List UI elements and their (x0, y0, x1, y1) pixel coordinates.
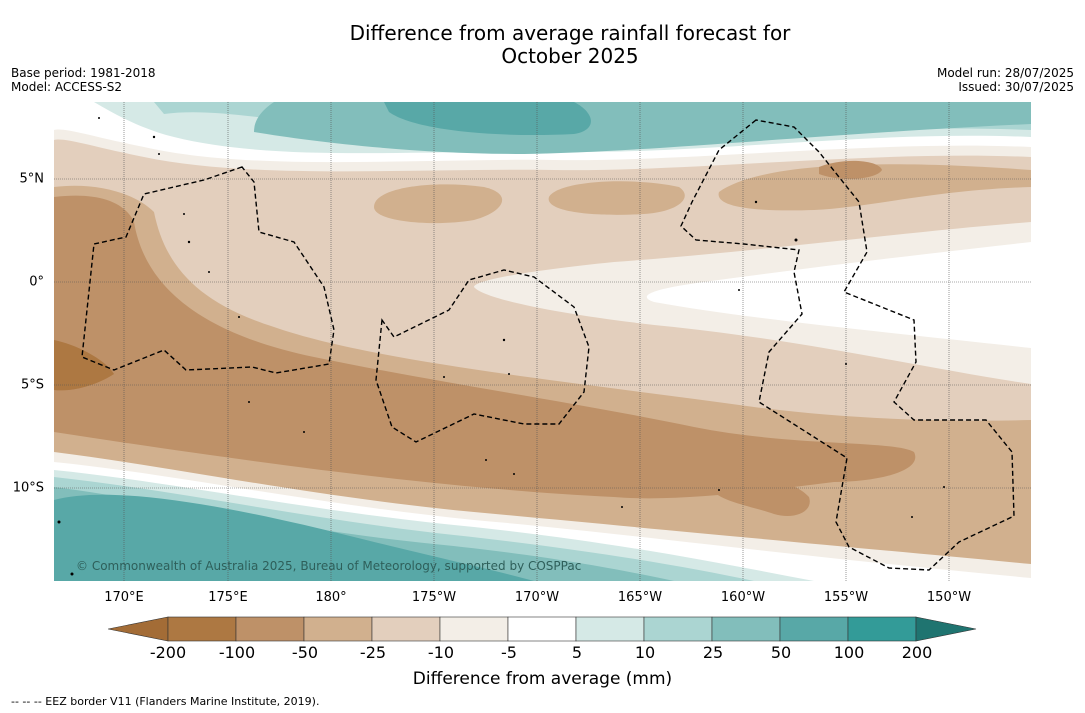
colorbar-segment (779, 616, 849, 642)
lon-label-180: 180° (315, 590, 347, 605)
base-period: Base period: 1981-2018 (11, 66, 156, 80)
north-band-100 (384, 102, 591, 136)
colorbar-segment (303, 616, 373, 642)
colorbar-segment (847, 616, 917, 642)
eez-borders (81, 119, 1015, 571)
colorbar-segment (439, 616, 509, 642)
lon-label-170e: 170°E (104, 590, 144, 605)
colorbar-arrow-low (108, 616, 169, 642)
colorbar-segment (575, 616, 645, 642)
colorbar-tick: -100 (218, 643, 256, 662)
lat-label-5n: 5°N (19, 171, 45, 187)
colorbar-segment (643, 616, 713, 642)
colorbar-segment (167, 616, 237, 642)
meta-left: Base period: 1981-2018 Model: ACCESS-S2 (11, 66, 156, 94)
colorbar-tick: -200 (149, 643, 187, 662)
lon-label-165w: 165°W (617, 590, 663, 605)
title-line-2: October 2025 (501, 44, 639, 68)
copyright-notice: © Commonwealth of Australia 2025, Bureau… (76, 559, 582, 573)
lon-label-155w: 155°W (823, 590, 869, 605)
colorbar (108, 616, 977, 642)
lon-label-160w: 160°W (720, 590, 766, 605)
islands (57, 117, 945, 576)
issued-date: Issued: 30/07/2025 (958, 80, 1074, 94)
title-line-1: Difference from average rainfall forecas… (349, 21, 791, 45)
colorbar-tick: -5 (501, 643, 517, 662)
map-title: Difference from average rainfall forecas… (0, 22, 1085, 68)
lat-label-10s: 10°S (12, 480, 44, 496)
lat-label-0: 0° (29, 274, 44, 290)
dry-patch-4 (819, 160, 882, 179)
dry-patch-1 (374, 184, 503, 224)
rainfall-map (54, 102, 1031, 581)
colorbar-tick: -10 (427, 643, 455, 662)
colorbar-tick: 10 (634, 643, 656, 662)
eez-footnote: -- -- -- EEZ border V11 (Flanders Marine… (11, 695, 320, 708)
colorbar-tick: 100 (833, 643, 865, 662)
colorbar-tick: 5 (571, 643, 583, 662)
colorbar-tick: -25 (359, 643, 387, 662)
lon-label-175w: 175°W (411, 590, 457, 605)
meta-right: Model run: 28/07/2025 Issued: 30/07/2025 (937, 66, 1074, 94)
dry-patch-2 (548, 181, 685, 215)
south-dry-50 (54, 195, 916, 499)
colorbar-segment (711, 616, 781, 642)
model-run: Model run: 28/07/2025 (936, 66, 1074, 80)
dry-patch-3 (718, 164, 1031, 211)
colorbar-segment (235, 616, 305, 642)
south-dry-100 (54, 340, 114, 391)
colorbar-title: Difference from average (mm) (412, 669, 673, 689)
lon-label-170w: 170°W (514, 590, 560, 605)
colorbar-segment (371, 616, 441, 642)
graticule (54, 102, 1031, 581)
colorbar-tick: 200 (901, 643, 933, 662)
colorbar-tick: -50 (291, 643, 319, 662)
colorbar-arrow-high (915, 616, 977, 642)
east-white-tongue (646, 242, 1031, 348)
colorbar-tick: 50 (770, 643, 792, 662)
colorbar-tick: 25 (702, 643, 724, 662)
colorbar-segment (507, 616, 577, 642)
south-dry-patch (714, 477, 810, 517)
south-band-100 (54, 494, 534, 581)
lon-label-175e: 175°E (208, 590, 248, 605)
lat-label-5s: 5°S (20, 377, 44, 393)
model-name: Model: ACCESS-S2 (11, 80, 123, 94)
lon-label-150w: 150°W (926, 590, 972, 605)
